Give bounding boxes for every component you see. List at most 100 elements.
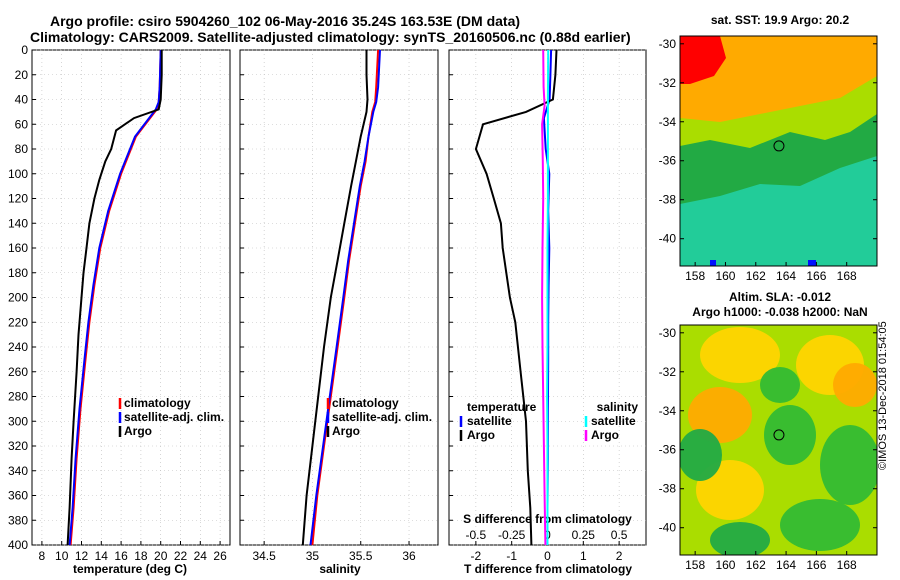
legend-temperature-title: temperature [467,400,537,414]
sla-eddy [833,363,877,407]
x-tick-label: 18 [134,549,148,563]
y-tick-label: 40 [15,93,29,107]
x-tick-label: 35.5 [349,549,373,563]
x-tick-label: 0 [544,549,551,563]
sla-map-title-line2: Argo h1000: -0.038 h2000: NaN [692,305,868,319]
sst-cold-patch [808,260,816,266]
x-tick-label: 1 [580,549,587,563]
legend-label: climatology [124,396,191,410]
legend-label: Argo [332,424,360,438]
x-tick-label: 35 [306,549,320,563]
y-tick-label: 240 [8,340,28,354]
legend-label: satellite-adj. clim. [332,410,432,424]
legend-label: satellite [467,414,512,428]
sst-map-frame [679,35,878,267]
salinity-series-argo [301,50,369,546]
difference-series-s-argo [541,49,547,546]
y-tick-label: 400 [8,538,28,552]
lon-tick-label: 168 [837,269,857,283]
sst-band-orange [680,36,877,122]
x-top-tick-label: 0.25 [572,528,596,542]
sst-cold-patch [710,260,716,266]
x-tick-label: 20 [154,549,168,563]
x-tick-label: 14 [95,549,109,563]
lat-tick-label: -38 [659,482,677,496]
sla-map-frame [679,324,878,556]
x-tick-label: 16 [114,549,128,563]
x-tick-label: 26 [213,549,227,563]
lat-tick-label: -34 [659,115,677,129]
lat-tick-label: -30 [659,326,677,340]
x-top-tick-label: -0.25 [498,528,526,542]
y-tick-label: 160 [8,241,28,255]
lon-tick-label: 168 [837,558,857,572]
sla-eddy [700,327,780,383]
y-tick-label: 260 [8,365,28,379]
lon-tick-label: 158 [685,558,705,572]
y-tick-label: 0 [21,43,28,57]
x-tick-label: 22 [174,549,188,563]
lat-tick-label: -36 [659,154,677,168]
lat-tick-label: -34 [659,404,677,418]
y-tick-label: 120 [8,192,28,206]
x-tick-label: 36 [402,549,416,563]
sla-eddy [820,425,877,505]
temperature-series-satellite-adj-clim- [68,49,162,546]
lon-tick-label: 166 [806,269,826,283]
y-tick-label: 20 [15,68,29,82]
sla-eddy [764,405,816,465]
sla-eddy [688,387,752,443]
y-tick-label: 220 [8,315,28,329]
difference-panel: -2 -1 0 1 2-0.5 -0.25 0 0.25 0.5S difference fro… [448,49,647,563]
y-tick-label: 320 [8,439,28,453]
x-tick-label: -2 [471,549,482,563]
imos-timestamp: ©IMOS 13-Dec-2018 01:54:05 [877,321,889,470]
legend-salinity-title: salinity [597,400,639,414]
legend-label: satellite-adj. clim. [124,410,224,424]
y-tick-label: 380 [8,513,28,527]
legend-label: climatology [332,396,399,410]
sst-band-red [680,36,726,84]
x-tick-label: 34.5 [252,549,276,563]
lon-tick-label: 160 [715,558,735,572]
legend-label: Argo [467,428,495,442]
sla-eddy [710,522,770,555]
y-tick-label: 280 [8,390,28,404]
lon-tick-label: 166 [806,558,826,572]
sst-map: 158 160 162 164 166 168 -30 -32 -34 -36 -38 -40 [659,35,878,283]
x-top-tick-label: -0.5 [466,528,487,542]
lon-tick-label: 160 [715,269,735,283]
lon-tick-label: 158 [685,269,705,283]
lon-tick-label: 164 [776,558,796,572]
x-tick-label: 8 [39,549,46,563]
difference-series-s-satellite [546,49,550,545]
lat-tick-label: -38 [659,193,677,207]
lat-tick-label: -36 [659,443,677,457]
sla-map: 158 160 162 164 166 168 -30 -32 -34 -36 -38 -40 [659,324,878,572]
argo-position-marker [773,140,785,152]
figure-title-line2: Climatology: CARS2009. Satellite-adjuste… [30,29,631,45]
sla-eddy [680,429,722,481]
temperature-xlabel: temperature (deg C) [72,562,188,576]
x-tick-label: 24 [194,549,208,563]
lat-tick-label: -40 [659,232,677,246]
sst-map-title: sat. SST: 19.9 Argo: 20.2 [710,13,850,27]
x-tick-label: -1 [506,549,517,563]
sla-map-title-line1: Altim. SLA: -0.012 [728,290,832,304]
difference-series-t-argo [474,49,558,546]
figure-title-line1: Argo profile: csiro 5904260_102 06-May-2… [50,13,521,29]
lat-tick-label: -30 [659,37,677,51]
y-tick-label: 200 [8,291,28,305]
y-tick-label: 300 [8,414,28,428]
x-top-tick-label: 0.5 [611,528,628,542]
sla-eddy [780,499,860,551]
argo-position-marker [773,429,785,441]
y-tick-label: 340 [8,464,28,478]
lon-tick-label: 162 [746,558,766,572]
temperature-panel: 0 20 40 60 80 100 120 140 160 180 200 220 240 260 280 3… [8,43,231,563]
lon-tick-label: 162 [746,269,766,283]
lon-tick-label: 164 [776,269,796,283]
x-tick-label: 12 [75,549,89,563]
